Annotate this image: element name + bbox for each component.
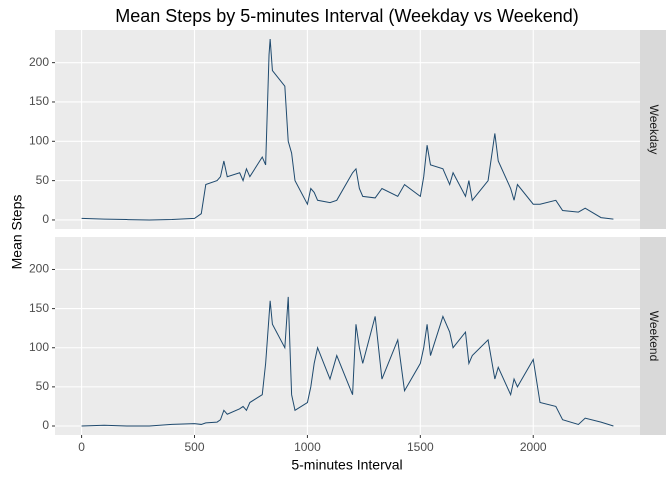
- y-tick-label: 100: [29, 340, 49, 354]
- x-tick-label: 500: [184, 440, 204, 454]
- x-tick-label: 0: [78, 440, 85, 454]
- x-tick-label: 1000: [294, 440, 321, 454]
- y-tick-label: 50: [36, 379, 50, 393]
- y-tick-label: 150: [29, 94, 49, 108]
- panel-background: [55, 30, 640, 229]
- chart-title: Mean Steps by 5-minutes Interval (Weekda…: [115, 6, 579, 26]
- y-tick-label: 200: [29, 55, 49, 69]
- y-tick-label: 100: [29, 133, 49, 147]
- x-tick-label: 1500: [407, 440, 434, 454]
- data-line: [81, 39, 614, 221]
- x-tick-label: 2000: [520, 440, 547, 454]
- y-tick-label: 0: [42, 418, 49, 432]
- y-tick-label: 50: [36, 173, 50, 187]
- data-line: [81, 296, 614, 427]
- y-tick-label: 200: [29, 262, 49, 276]
- y-tick-label: 0: [42, 212, 49, 226]
- y-tick-label: 150: [29, 301, 49, 315]
- y-axis-label: Mean Steps: [9, 195, 25, 270]
- facet-label: Weekday: [647, 105, 661, 155]
- facet-strip: [640, 30, 666, 229]
- x-axis-label: 5-minutes Interval: [291, 457, 402, 473]
- facet-strip: [640, 237, 666, 435]
- facet-label: Weekend: [647, 311, 661, 361]
